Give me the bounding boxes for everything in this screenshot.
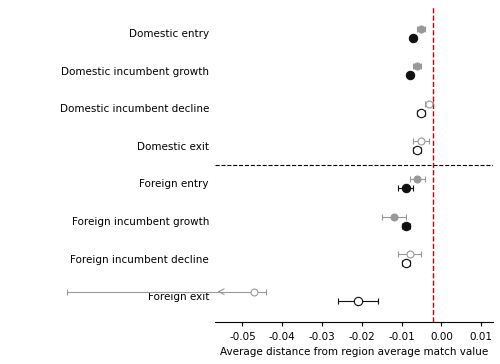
X-axis label: Average distance from region average match value: Average distance from region average mat…	[220, 347, 488, 357]
